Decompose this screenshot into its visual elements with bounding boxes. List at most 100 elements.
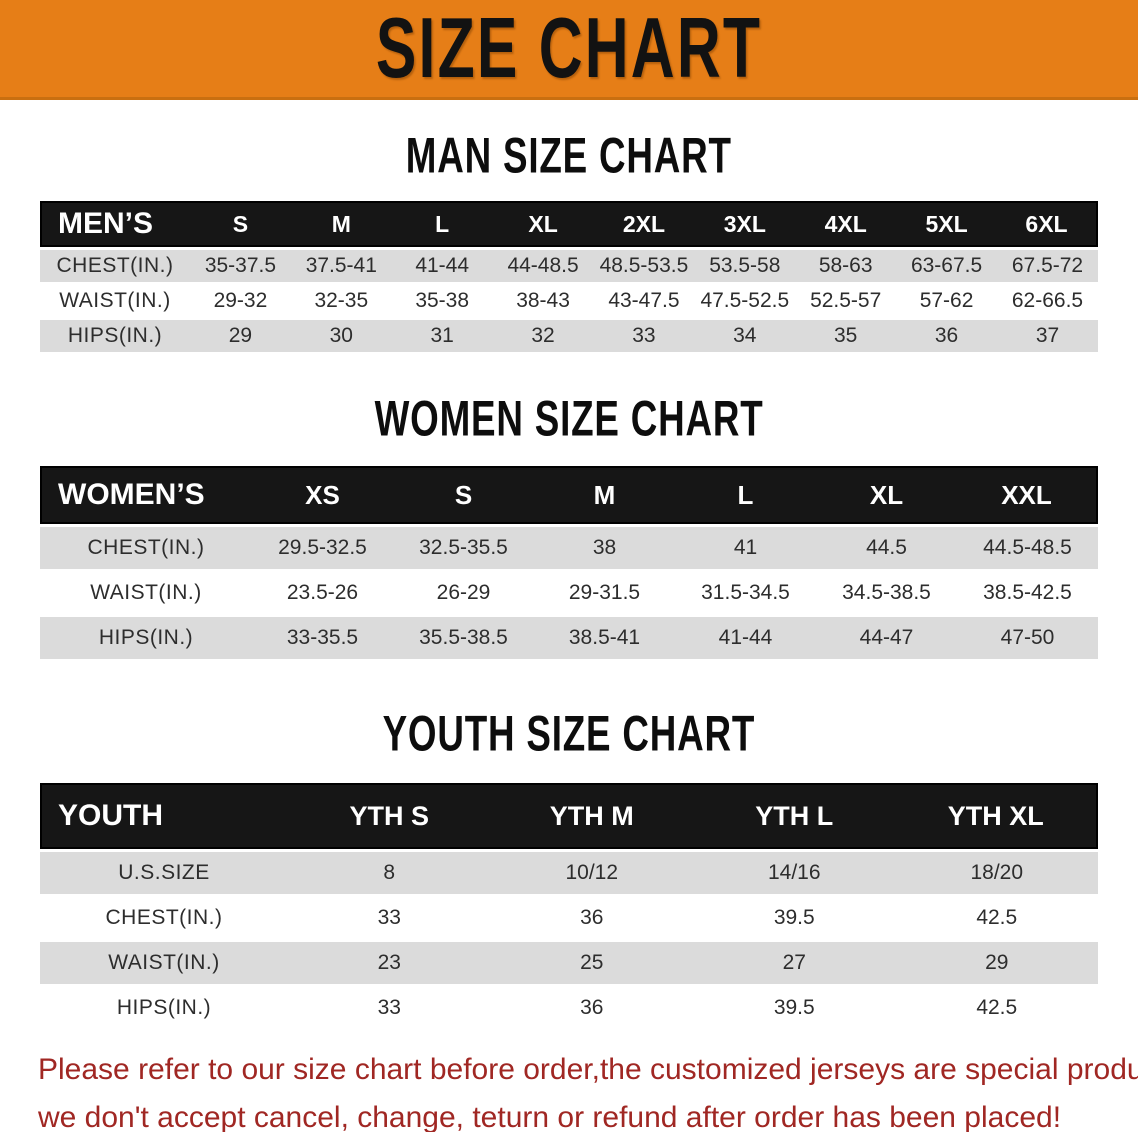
size-value-cell: 58-63 [795,250,897,282]
size-value-cell: 34 [694,320,796,352]
size-value-cell: 31.5-34.5 [675,572,816,614]
size-value-cell: 29 [190,320,291,352]
size-value-cell: 8 [288,852,491,894]
size-value-cell: 31 [391,320,493,352]
measurement-row-label: CHEST(IN.) [40,527,252,569]
size-column-header: L [391,201,493,247]
measurement-row: U.S.SIZE 8 10/12 14/16 18/20 [40,852,1098,894]
women-size-table: WOMEN’S XS S M L XL XXL CHEST(IN.) 29.5-32.5 32.5… [40,463,1098,662]
measurement-row: WAIST(IN.) 23 25 27 29 [40,942,1098,984]
measurement-row: WAIST(IN.) 23.5-26 26-29 29-31.5 31.5-34.5 34… [40,572,1098,614]
size-value-cell: 32.5-35.5 [393,527,534,569]
table-title-cell: WOMEN’S [40,466,252,524]
size-value-cell: 44-47 [816,617,957,659]
size-value-cell: 33 [288,897,491,939]
size-value-cell: 18/20 [895,852,1098,894]
size-value-cell: 36 [896,320,997,352]
size-value-cell: 52.5-57 [795,285,897,317]
measurement-row: HIPS(IN.) 33 36 39.5 42.5 [40,987,1098,1029]
size-value-cell: 35.5-38.5 [393,617,534,659]
size-value-cell: 32 [492,320,594,352]
youth-size-chart-heading-text: YOUTH SIZE CHART [382,704,756,762]
measurement-row: WAIST(IN.) 29-32 32-35 35-38 38-43 43-47.5 47.… [40,285,1098,317]
women-size-chart-heading: WOMEN SIZE CHART [0,355,1138,463]
banner: SIZE CHART [0,0,1138,100]
measurement-row-label: WAIST(IN.) [40,285,190,317]
disclaimer-line-1: Please refer to our size chart before or… [38,1053,1138,1086]
size-value-cell: 44.5-48.5 [957,527,1098,569]
measurement-row: CHEST(IN.) 33 36 39.5 42.5 [40,897,1098,939]
measurement-row: CHEST(IN.) 35-37.5 37.5-41 41-44 44-48.5 48.5… [40,250,1098,282]
size-column-header: M [290,201,392,247]
measurement-row-label: U.S.SIZE [40,852,288,894]
table-title-cell: YOUTH [40,783,288,849]
size-value-cell: 62-66.5 [997,285,1098,317]
measurement-row: CHEST(IN.) 29.5-32.5 32.5-35.5 38 41 44.5 44.5… [40,527,1098,569]
size-value-cell: 32-35 [290,285,392,317]
size-value-cell: 35 [795,320,897,352]
size-value-cell: 38 [534,527,675,569]
size-value-cell: 47-50 [957,617,1098,659]
size-value-cell: 36 [490,897,693,939]
table-title-cell: MEN’S [40,201,190,247]
size-value-cell: 37 [997,320,1098,352]
size-value-cell: 63-67.5 [896,250,997,282]
size-column-header: L [675,466,816,524]
measurement-row-label: CHEST(IN.) [40,897,288,939]
youth-size-table: YOUTH YTH S YTH M YTH L YTH XL U.S.SIZE 8 10/12… [40,780,1098,1032]
size-value-cell: 23.5-26 [252,572,393,614]
size-value-cell: 29-31.5 [534,572,675,614]
size-value-cell: 53.5-58 [694,250,796,282]
measurement-row: HIPS(IN.) 33-35.5 35.5-38.5 38.5-41 41-44 44-… [40,617,1098,659]
disclaimer-line-2: we don't accept cancel, change, teturn o… [38,1101,1062,1132]
size-value-cell: 23 [288,942,491,984]
size-column-header: XXL [957,466,1098,524]
women-size-chart-heading-text: WOMEN SIZE CHART [374,389,764,447]
size-value-cell: 42.5 [895,987,1098,1029]
size-value-cell: 39.5 [693,987,896,1029]
size-value-cell: 42.5 [895,897,1098,939]
men-size-chart-heading-text: MAN SIZE CHART [405,126,733,184]
size-value-cell: 33 [288,987,491,1029]
size-value-cell: 41 [675,527,816,569]
size-column-header: YTH XL [895,783,1098,849]
size-value-cell: 48.5-53.5 [593,250,695,282]
size-value-cell: 14/16 [693,852,896,894]
size-value-cell: 44-48.5 [492,250,594,282]
section-youth-size-chart: YOUTH SIZE CHART YOUTH YTH S YTH M YTH L YTH… [0,662,1138,1032]
men-size-table: MEN’S S M L XL 2XL 3XL 4XL 5XL 6XL CHEST(IN.) 35-37… [40,198,1098,355]
size-value-cell: 57-62 [896,285,997,317]
measurement-row-label: HIPS(IN.) [40,617,252,659]
measurement-row-label: WAIST(IN.) [40,942,288,984]
size-column-header: XL [816,466,957,524]
measurement-row: HIPS(IN.) 29 30 31 32 33 34 35 36 37 [40,320,1098,352]
size-value-cell: 44.5 [816,527,957,569]
size-value-cell: 47.5-52.5 [694,285,796,317]
size-column-header: 6XL [997,201,1098,247]
size-value-cell: 34.5-38.5 [816,572,957,614]
size-value-cell: 10/12 [490,852,693,894]
section-men-size-chart: MAN SIZE CHART MEN’S S M L XL 2XL 3XL 4XL 5XL 6XL… [0,100,1138,355]
size-value-cell: 27 [693,942,896,984]
size-value-cell: 67.5-72 [997,250,1098,282]
size-column-header: 5XL [896,201,997,247]
size-value-cell: 29.5-32.5 [252,527,393,569]
size-column-header: 3XL [694,201,796,247]
section-women-size-chart: WOMEN SIZE CHART WOMEN’S XS S M L XL XXL CHEST(… [0,355,1138,662]
size-value-cell: 35-37.5 [190,250,291,282]
size-header-row: YOUTH YTH S YTH M YTH L YTH XL [40,783,1098,849]
size-value-cell: 38.5-42.5 [957,572,1098,614]
size-value-cell: 37.5-41 [290,250,392,282]
measurement-row-label: HIPS(IN.) [40,987,288,1029]
size-value-cell: 33-35.5 [252,617,393,659]
banner-title: SIZE CHART [375,0,763,96]
measurement-row-label: HIPS(IN.) [40,320,190,352]
size-column-header: YTH S [288,783,491,849]
size-column-header: YTH M [490,783,693,849]
size-value-cell: 38.5-41 [534,617,675,659]
size-header-row: WOMEN’S XS S M L XL XXL [40,466,1098,524]
size-column-header: 2XL [593,201,695,247]
size-header-row: MEN’S S M L XL 2XL 3XL 4XL 5XL 6XL [40,201,1098,247]
size-column-header: 4XL [795,201,897,247]
